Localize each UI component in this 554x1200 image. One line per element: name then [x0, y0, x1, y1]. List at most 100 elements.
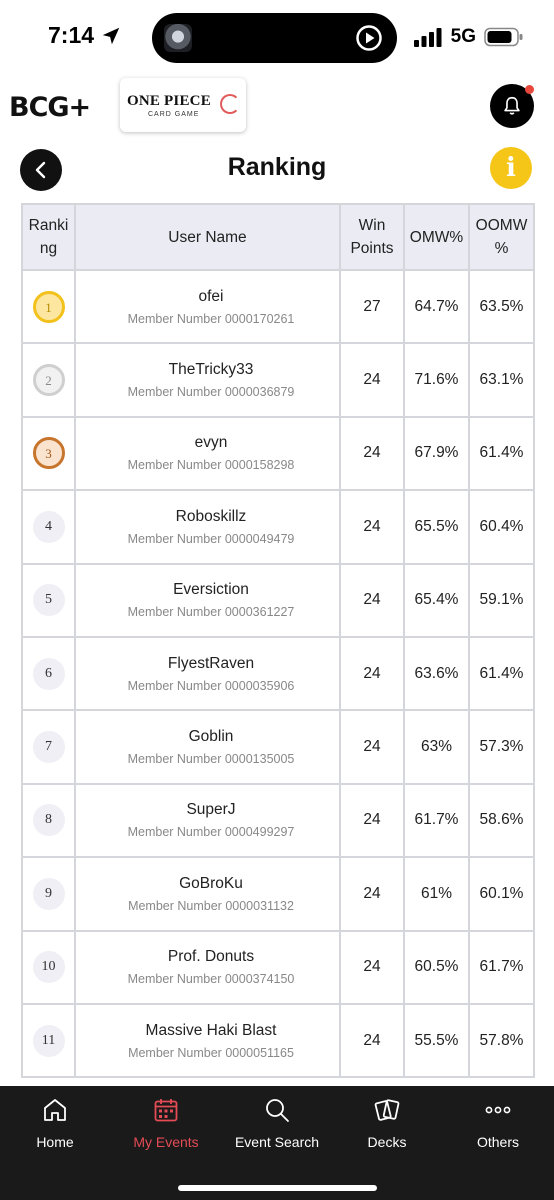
user-cell: FlyestRaven Member Number 0000035906: [74, 635, 341, 712]
dynamic-island[interactable]: [152, 13, 397, 63]
member-number-value: 0000170261: [224, 311, 295, 326]
member-number-prefix: Member Number: [127, 605, 222, 620]
user-name: Prof. Donuts: [167, 948, 255, 966]
user-name: Eversiction: [173, 581, 249, 599]
table-row[interactable]: 9 GoBroKu Member Number 0000031132 24 61% 60.…: [21, 856, 535, 932]
table-row[interactable]: 11 Massive Haki Blast Member Number 000005…: [21, 1002, 535, 1079]
rank-badge: 7: [32, 731, 65, 764]
back-button[interactable]: [20, 149, 62, 191]
nav-event-search-label: Event Search: [234, 1134, 320, 1150]
win-points-cell: 27: [339, 268, 405, 345]
table-row[interactable]: 2 TheTricky33 Member Number 0000036879 24 71…: [21, 342, 535, 418]
omw-cell: 65.5%: [403, 489, 470, 565]
signal-icon: [413, 28, 442, 47]
rank-badge: 10: [32, 951, 65, 984]
nav-decks[interactable]: Decks: [332, 1096, 442, 1150]
home-indicator[interactable]: [178, 1185, 377, 1191]
oomw-cell: 60.4%: [468, 489, 535, 565]
member-number-value: 0000499297: [224, 825, 295, 840]
table-row[interactable]: 1 ofei Member Number 0000170261 27 64.7% 63.5…: [21, 268, 535, 345]
member-number-value: 0000135005: [224, 752, 295, 767]
info-button[interactable]: i: [490, 147, 532, 189]
rank-cell: 10: [21, 929, 76, 1005]
user-cell: ofei Member Number 0000170261: [74, 268, 341, 345]
omw-cell: 67.9%: [403, 415, 470, 492]
nav-event-search[interactable]: Event Search: [222, 1096, 332, 1150]
nav-others[interactable]: Others: [443, 1096, 553, 1150]
rank-badge: 1: [32, 290, 65, 323]
member-number-prefix: Member Number: [128, 898, 222, 913]
table-row[interactable]: 4 Roboskillz Member Number 0000049479 24 65.…: [21, 489, 535, 565]
bottom-navigation: Home My Events Event Search Decks Others: [0, 1086, 554, 1200]
user-name: SuperJ: [186, 801, 236, 819]
rank-cell: 4: [21, 489, 76, 565]
table-row[interactable]: 5 Eversiction Member Number 0000361227 24 65…: [21, 562, 535, 638]
home-icon: [44, 1099, 66, 1121]
ranking-body: 1 ofei Member Number 0000170261 27 64.7% 63.5…: [21, 268, 535, 1079]
omw-cell: 60.5%: [403, 929, 470, 1005]
win-points-cell: 24: [339, 929, 405, 1005]
user-cell: evyn Member Number 0000158298: [74, 415, 341, 492]
table-row[interactable]: 6 FlyestRaven Member Number 0000035906 24 63…: [21, 635, 535, 712]
nav-home-label: Home: [36, 1134, 74, 1150]
rank-badge: 2: [32, 364, 65, 397]
member-number: Member Number 0000135005: [83, 752, 339, 766]
notification-dot: [525, 85, 534, 94]
calendar-icon: [154, 1099, 178, 1122]
title-row: Ranking i: [0, 145, 554, 191]
battery-icon: [484, 27, 523, 47]
member-number-value: 0000035906: [224, 678, 295, 693]
table-row[interactable]: 8 SuperJ Member Number 0000499297 24 61.7% 58…: [21, 782, 535, 859]
nav-others-label: Others: [476, 1134, 519, 1150]
member-number: Member Number 0000170261: [83, 312, 339, 326]
member-number-prefix: Member Number: [128, 1045, 222, 1060]
more-icon: [485, 1106, 511, 1114]
user-name: Roboskillz: [175, 507, 247, 525]
header-ranking-label: Ranki ng: [28, 217, 69, 257]
bcg-logo[interactable]: BCG+: [9, 92, 91, 123]
table-row[interactable]: 10 Prof. Donuts Member Number 0000374150 24…: [21, 929, 535, 1005]
user-name: ofei: [198, 287, 224, 305]
member-number-value: 0000036879: [224, 385, 295, 400]
app-header: BCG+ ONE PIECE CARD GAME: [0, 76, 554, 136]
user-name: Massive Haki Blast: [145, 1021, 277, 1039]
oomw-cell: 59.1%: [468, 562, 535, 638]
user-cell: Roboskillz Member Number 0000049479: [74, 489, 341, 565]
member-number-prefix: Member Number: [127, 531, 222, 546]
omw-cell: 64.7%: [403, 268, 470, 345]
rank-badge: 11: [32, 1024, 65, 1057]
user-cell: TheTricky33 Member Number 0000036879: [74, 342, 341, 418]
status-time: 7:14: [48, 22, 122, 49]
member-number: Member Number 0000049479: [83, 532, 339, 546]
nav-home[interactable]: Home: [0, 1096, 110, 1150]
oomw-cell: 61.4%: [468, 635, 535, 712]
rank-cell: 11: [21, 1002, 76, 1079]
win-points-cell: 24: [339, 1002, 405, 1079]
table-row[interactable]: 3 evyn Member Number 0000158298 24 67.9% 61.4…: [21, 415, 535, 492]
rank-badge: 4: [32, 510, 65, 543]
header-user-name: User Name: [74, 203, 341, 271]
member-number-prefix: Member Number: [127, 752, 222, 767]
ranking-table: Ranki ng User Name Win Points OMW% OOMW% 1…: [21, 203, 535, 1079]
member-number-prefix: Member Number: [127, 311, 222, 326]
member-number-value: 0000158298: [224, 458, 295, 473]
notifications-button[interactable]: [490, 84, 534, 128]
nav-my-events-label: My Events: [133, 1134, 199, 1150]
member-number-value: 0000049479: [224, 531, 295, 546]
rank-cell: 6: [21, 635, 76, 712]
play-icon[interactable]: [355, 24, 383, 52]
nav-my-events[interactable]: My Events: [111, 1096, 221, 1150]
omw-cell: 55.5%: [403, 1002, 470, 1079]
header-ranking: Ranki ng: [21, 203, 76, 271]
oomw-cell: 61.7%: [468, 929, 535, 1005]
omw-cell: 61.7%: [403, 782, 470, 859]
search-icon: [266, 1099, 289, 1122]
network-label: 5G: [450, 26, 476, 47]
cards-icon: [374, 1099, 400, 1121]
table-row[interactable]: 7 Goblin Member Number 0000135005 24 63% 57.3…: [21, 709, 535, 785]
one-piece-card-game-badge[interactable]: ONE PIECE CARD GAME: [120, 78, 246, 132]
member-number-value: 0000374150: [224, 972, 295, 987]
user-name: TheTricky33: [168, 361, 254, 379]
member-number-prefix: Member Number: [127, 678, 222, 693]
member-number-prefix: Member Number: [127, 972, 222, 987]
